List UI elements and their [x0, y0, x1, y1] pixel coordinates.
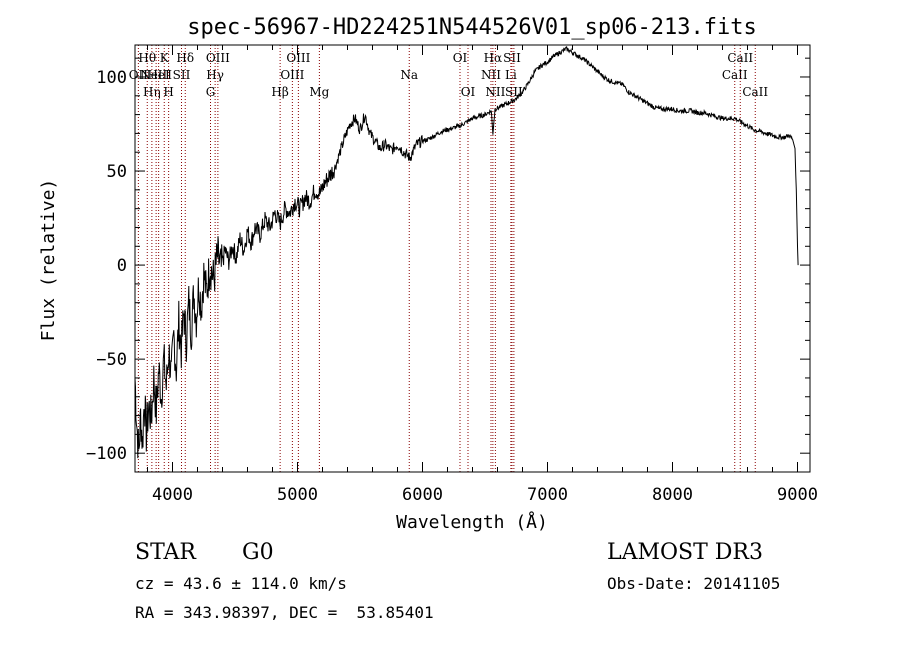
marker-label: SII	[173, 68, 191, 82]
x-tick-label: 4000	[152, 485, 193, 505]
x-tick-label: 6000	[402, 485, 443, 505]
marker-label: H	[163, 85, 173, 99]
y-tick-label: 100	[96, 68, 127, 88]
marker-label: OII	[129, 68, 149, 82]
y-axis-label: Flux (relative)	[38, 179, 59, 342]
marker-label: OI	[461, 85, 476, 99]
chart-title: spec-56967-HD224251N544526V01_sp06-213.f…	[187, 15, 757, 40]
x-tick-label: 5000	[277, 485, 318, 505]
marker-label: Li	[505, 68, 517, 82]
marker-label: Hθ	[138, 51, 156, 65]
object-class: STAR	[135, 540, 196, 565]
marker-label: HeI	[147, 68, 170, 82]
marker-label: Mg	[309, 85, 329, 99]
y-tick-label: 0	[117, 256, 127, 276]
marker-label: Hα	[484, 51, 503, 65]
y-tick-label: 50	[107, 162, 127, 182]
marker-label: CaII	[742, 85, 768, 99]
marker-label: K	[160, 51, 170, 65]
marker-label: OIII	[286, 51, 310, 65]
marker-label: CaII	[727, 51, 753, 65]
marker-label: SII	[505, 85, 523, 99]
marker-label: SII	[503, 51, 521, 65]
marker-label: CaII	[722, 68, 748, 82]
marker-label: Hδ	[176, 51, 194, 65]
axis-ticks: 4000 5000 6000 7000 8000 9000 −100 −50 0 50 100	[86, 45, 818, 505]
marker-label: OIII	[280, 68, 304, 82]
marker-label: Na	[400, 68, 418, 82]
object-subclass: G0	[242, 540, 274, 565]
marker-label: Hη	[143, 85, 161, 99]
marker-label: NII	[481, 68, 501, 82]
marker-label: OIII	[206, 51, 230, 65]
x-axis-label: Wavelength (Å)	[396, 511, 548, 533]
marker-label: OI	[453, 51, 468, 65]
redshift-readout: cz = 43.6 ± 114.0 km/s	[135, 574, 347, 593]
y-tick-label: −100	[86, 444, 127, 464]
coordinates-readout: RA = 343.98397, DEC = 53.85401	[135, 603, 434, 622]
spectrum-line	[134, 46, 799, 459]
survey-name: LAMOST DR3	[607, 540, 763, 565]
x-tick-label: 9000	[777, 485, 818, 505]
marker-label: NII	[485, 85, 505, 99]
line-markers: OIIHθHηNeIIIHeIKHSIIHδGHγOIIIHβOIIIOIIIM…	[129, 45, 768, 472]
marker-label: Hβ	[271, 85, 288, 99]
marker-label: G	[206, 85, 216, 99]
x-tick-label: 8000	[652, 485, 693, 505]
x-tick-label: 7000	[527, 485, 568, 505]
y-tick-label: −50	[96, 350, 127, 370]
observation-date: Obs-Date: 20141105	[607, 574, 781, 593]
marker-label: Hγ	[206, 68, 224, 82]
